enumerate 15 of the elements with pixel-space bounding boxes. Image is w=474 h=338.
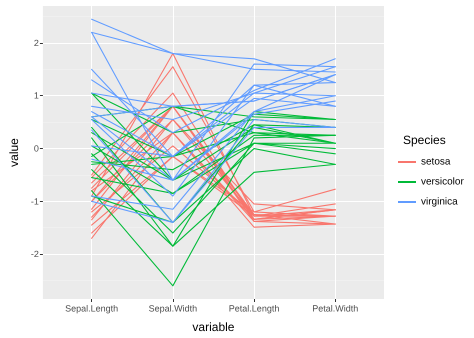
x-tick-label: Sepal.Width bbox=[148, 304, 198, 314]
y-tick-label: 0 bbox=[34, 144, 39, 154]
x-axis-title: variable bbox=[192, 320, 235, 334]
legend-label: setosa bbox=[421, 156, 451, 168]
legend-title: Species bbox=[403, 133, 446, 147]
x-tick-label: Sepal.Length bbox=[65, 304, 118, 314]
y-tick-label: 2 bbox=[34, 38, 39, 48]
y-tick-label: -1 bbox=[30, 196, 39, 206]
legend-label: versicolor bbox=[421, 176, 464, 188]
y-tick-label: -2 bbox=[30, 249, 39, 260]
y-axis-title: value bbox=[7, 138, 21, 167]
x-tick-label: Petal.Length bbox=[228, 304, 280, 314]
y-tick-label: 1 bbox=[34, 90, 39, 101]
x-tick-label: Petal.Width bbox=[312, 304, 358, 314]
legend-label: virginica bbox=[421, 196, 458, 208]
